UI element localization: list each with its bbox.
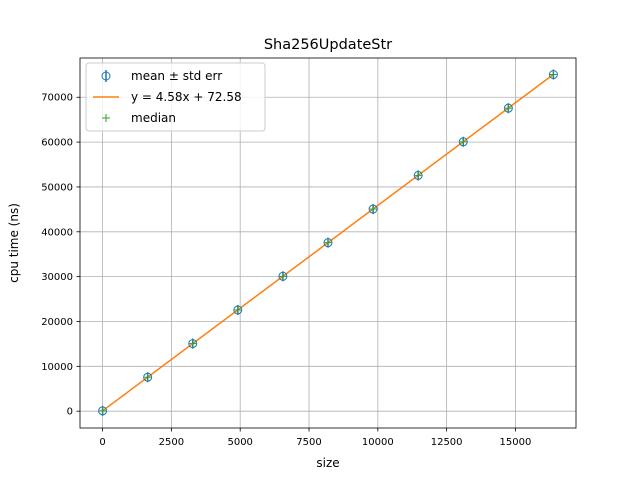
- median-point: [99, 407, 107, 415]
- legend: mean ± std err y = 4.58x + 72.58 median: [85, 62, 266, 132]
- mean-point: [548, 70, 558, 80]
- median-point: [144, 373, 152, 381]
- legend-marker-mean: [101, 70, 111, 82]
- tick-layer: 0 2500 5000 7500 10000 12500 15000 0 10000 20000 3…: [41, 93, 531, 448]
- legend-label-mean: mean ± std err: [131, 69, 222, 83]
- median-point: [324, 239, 332, 247]
- mean-point: [278, 271, 288, 281]
- y-tick-label: 0: [67, 407, 73, 418]
- x-tick-label: 0: [99, 437, 105, 448]
- x-axis-label: size: [316, 456, 339, 470]
- y-axis-label: cpu time (ns): [7, 203, 21, 283]
- median-point: [369, 205, 377, 213]
- median-point: [414, 171, 422, 179]
- y-tick-label: 70000: [41, 93, 73, 104]
- mean-point: [458, 137, 468, 147]
- mean-point: [143, 372, 153, 382]
- x-tick-label: 12500: [431, 437, 463, 448]
- mean-point: [98, 406, 108, 416]
- median-point: [189, 340, 197, 348]
- data-layer: [98, 69, 558, 416]
- y-tick-label: 40000: [41, 227, 73, 238]
- y-tick-label: 30000: [41, 272, 73, 283]
- x-tick-label: 10000: [362, 437, 394, 448]
- y-tick-label: 10000: [41, 362, 73, 373]
- mean-point: [368, 204, 378, 214]
- y-tick-label: 20000: [41, 317, 73, 328]
- x-tick-label: 15000: [500, 437, 532, 448]
- mean-point: [323, 238, 333, 248]
- median-point: [459, 138, 467, 146]
- legend-box: [85, 62, 266, 132]
- y-tick-label: 50000: [41, 182, 73, 193]
- median-point: [549, 71, 557, 79]
- median-point: [279, 272, 287, 280]
- legend-label-median: median: [131, 111, 176, 125]
- x-tick-label: 2500: [159, 437, 184, 448]
- chart-title: Sha256UpdateStr: [264, 37, 392, 53]
- mean-point: [413, 170, 423, 180]
- plot-frame: [79, 57, 577, 429]
- median-point: [234, 306, 242, 314]
- median-point: [504, 104, 512, 112]
- legend-label-fit-line: y = 4.58x + 72.58: [131, 90, 242, 104]
- x-tick-label: 7500: [296, 437, 321, 448]
- mean-point: [188, 339, 198, 349]
- x-tick-label: 5000: [227, 437, 252, 448]
- mean-point: [503, 103, 513, 113]
- y-tick-label: 60000: [41, 138, 73, 149]
- legend-marker-median: [102, 114, 110, 122]
- mean-point: [233, 305, 243, 315]
